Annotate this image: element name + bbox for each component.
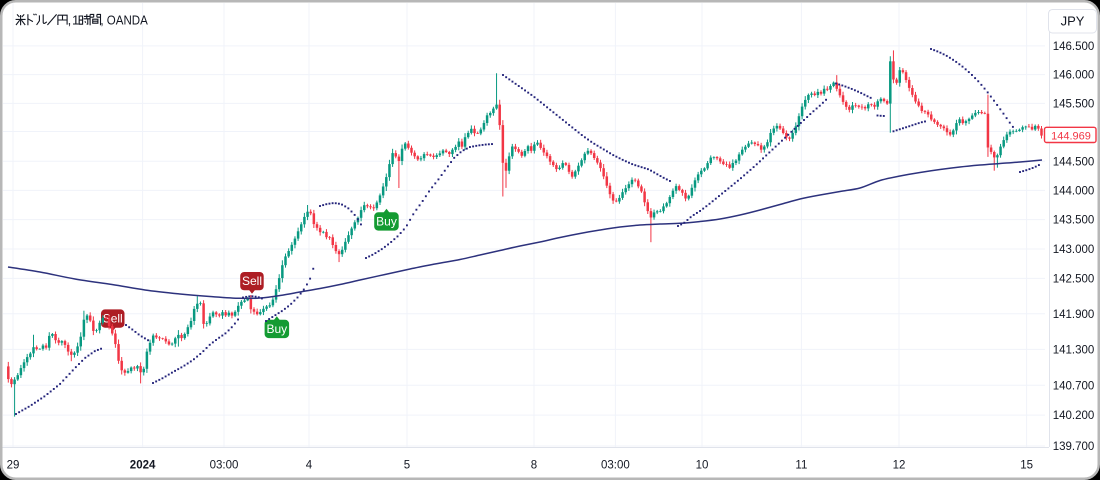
svg-text:145.500: 145.500: [1053, 99, 1095, 111]
svg-text:142.500: 142.500: [1053, 274, 1095, 286]
svg-text:144.969: 144.969: [1051, 130, 1091, 142]
svg-text:JPY: JPY: [1061, 14, 1085, 29]
svg-text:140.200: 140.200: [1053, 410, 1095, 422]
svg-text:146.000: 146.000: [1053, 70, 1095, 82]
svg-text:146.500: 146.500: [1053, 41, 1095, 53]
svg-text:Sell: Sell: [103, 312, 123, 326]
svg-text:, OANDA: , OANDA: [100, 12, 148, 27]
svg-text:Buy: Buy: [376, 215, 397, 229]
svg-text:10: 10: [696, 460, 709, 472]
svg-text:2024: 2024: [130, 460, 156, 472]
svg-text:11: 11: [795, 460, 807, 472]
svg-text:141.900: 141.900: [1053, 309, 1095, 321]
svg-text:143.000: 143.000: [1053, 244, 1095, 256]
svg-text:141.300: 141.300: [1053, 345, 1095, 357]
svg-text:144.000: 144.000: [1053, 186, 1095, 198]
svg-text:4: 4: [306, 460, 313, 472]
svg-text:15: 15: [1020, 460, 1033, 472]
svg-text:139.700: 139.700: [1053, 441, 1095, 453]
svg-text:Sell: Sell: [242, 274, 262, 288]
svg-text:, 1: , 1: [68, 12, 80, 27]
svg-text:Buy: Buy: [266, 322, 287, 336]
svg-text:03:00: 03:00: [210, 460, 239, 472]
svg-text:29: 29: [7, 460, 20, 472]
svg-text:143.500: 143.500: [1053, 215, 1095, 227]
svg-text:12: 12: [893, 460, 906, 472]
svg-text:140.700: 140.700: [1053, 380, 1095, 392]
svg-text:8: 8: [531, 460, 537, 472]
svg-text:03:00: 03:00: [601, 460, 630, 472]
svg-text:144.500: 144.500: [1053, 156, 1095, 168]
svg-text:5: 5: [404, 460, 410, 472]
